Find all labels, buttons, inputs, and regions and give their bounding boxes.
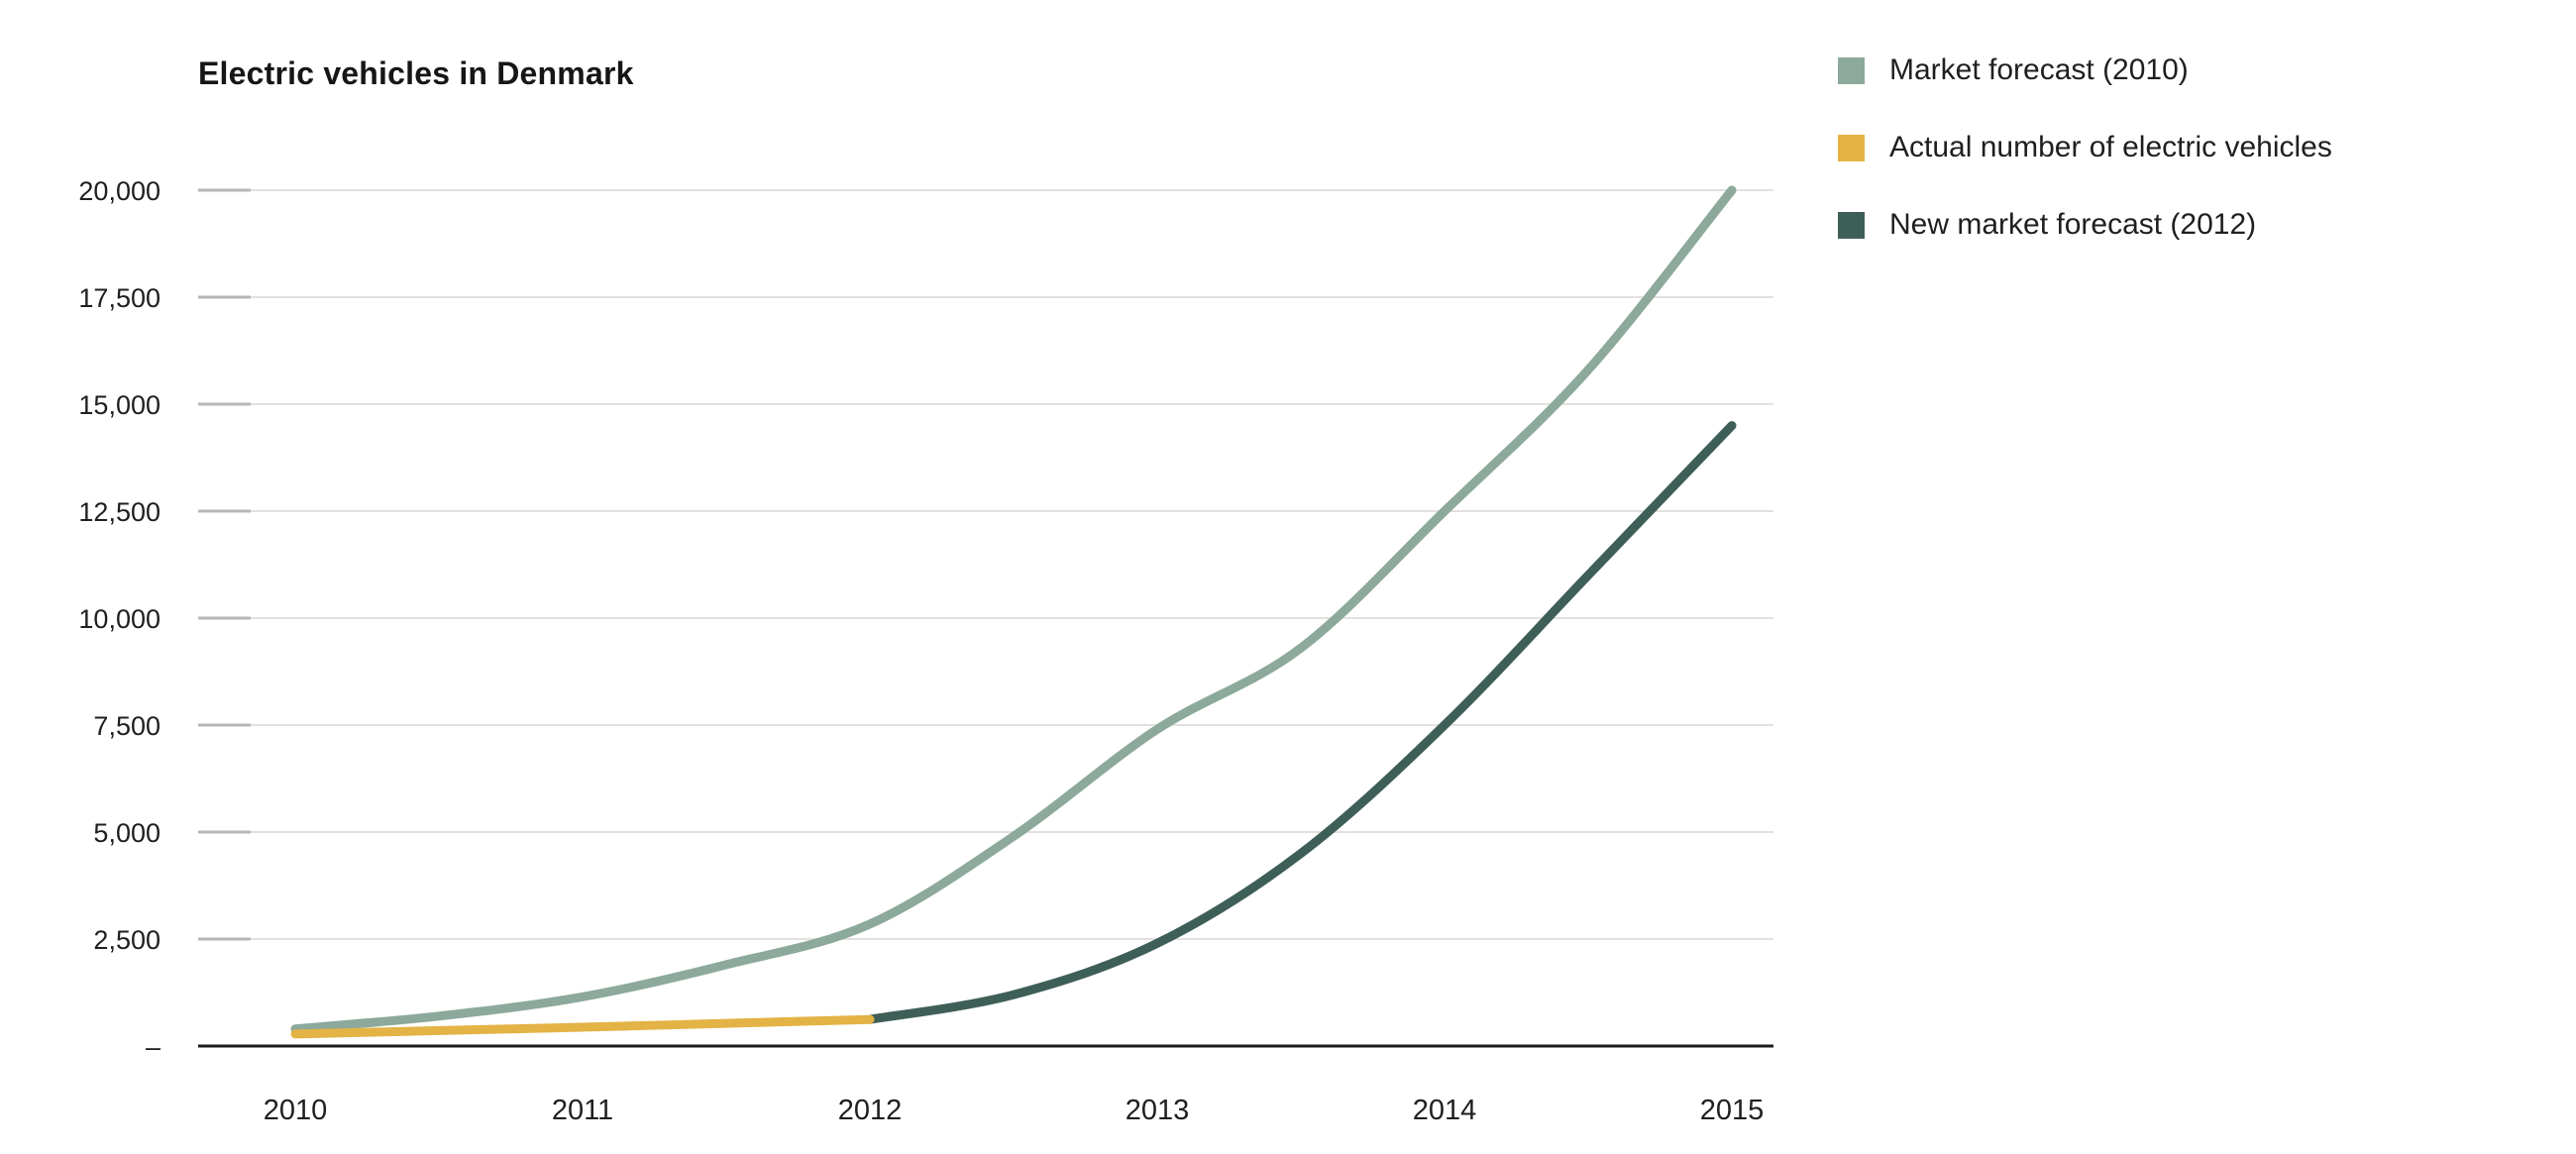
legend-swatch-market-forecast-2010 (1838, 56, 1865, 84)
y-axis-tick-label: 20,000 (78, 176, 161, 206)
series-line-new-market-forecast-2012 (865, 421, 1737, 1024)
y-axis-tick-label: 7,500 (93, 711, 161, 741)
x-axis-tick-label: 2012 (838, 1095, 903, 1126)
x-axis-tick-label: 2011 (552, 1095, 613, 1126)
y-axis-tick-label: 15,000 (78, 390, 161, 420)
y-axis-tick-label: – (146, 1032, 161, 1062)
x-axis-tick-label: 2014 (1413, 1095, 1477, 1126)
y-axis-tick-label: 2,500 (93, 925, 161, 955)
legend-item: Market forecast (2010) (1838, 53, 2332, 86)
y-axis-tick-label: 10,000 (78, 604, 161, 634)
chart-legend: Market forecast (2010) Actual number of … (1838, 53, 2332, 288)
y-axis-tick-label: 5,000 (93, 818, 161, 848)
legend-swatch-new-market-forecast-2012 (1838, 211, 1865, 239)
legend-label: Actual number of electric vehicles (1889, 131, 2332, 163)
legend-item: Actual number of electric vehicles (1838, 131, 2332, 163)
legend-swatch-actual-number (1838, 134, 1865, 161)
y-axis-tick-label: 17,500 (78, 283, 161, 313)
legend-label: New market forecast (2012) (1889, 208, 2257, 241)
x-axis-tick-label: 2010 (264, 1095, 328, 1126)
x-axis-tick-label: 2013 (1126, 1095, 1190, 1126)
x-axis-tick-label: 2015 (1700, 1095, 1765, 1126)
y-axis-tick-label: 12,500 (78, 497, 161, 527)
series-line-actual-number-of-electric-vehicles (290, 1014, 875, 1039)
chart-title: Electric vehicles in Denmark (198, 55, 634, 91)
series-line-market-forecast-2010 (290, 185, 1737, 1034)
legend-item: New market forecast (2012) (1838, 208, 2332, 241)
legend-label: Market forecast (2010) (1889, 53, 2189, 86)
